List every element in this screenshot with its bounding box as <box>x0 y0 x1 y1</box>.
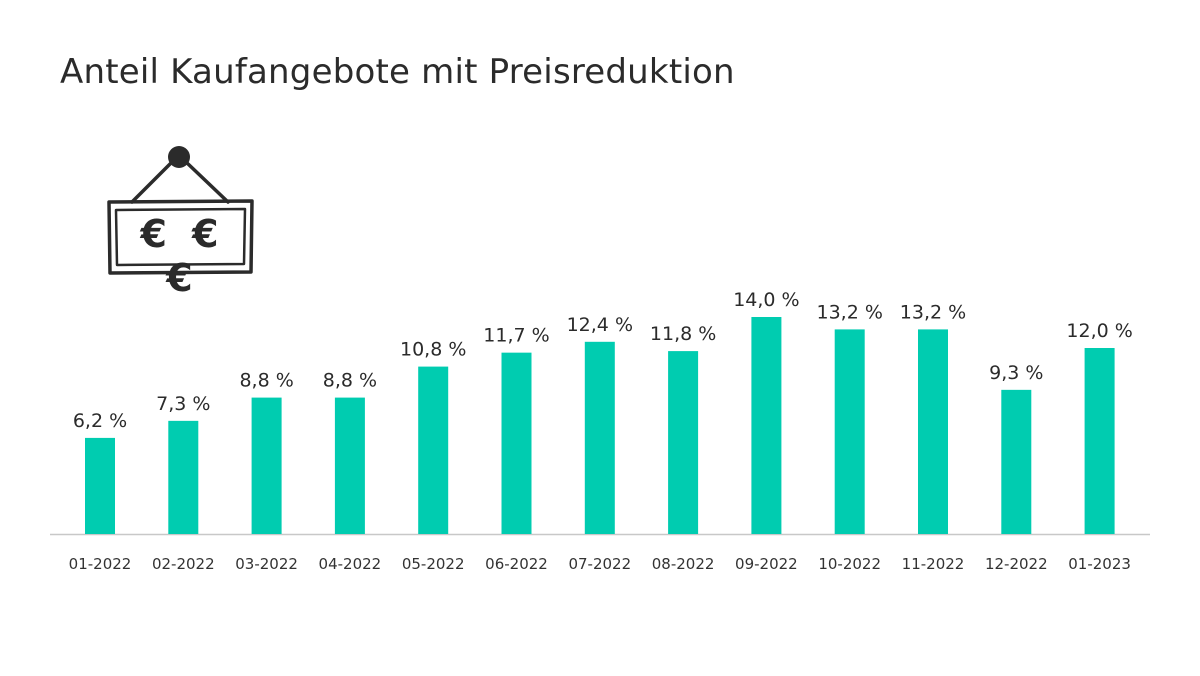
x-tick-label-11-2022: 11-2022 <box>902 555 965 573</box>
data-label-08-2022: 11,8 % <box>650 323 716 345</box>
data-label-01-2022: 6,2 % <box>73 410 127 432</box>
chart-title: Anteil Kaufangebote mit Preisreduktion <box>60 52 735 92</box>
x-tick-label-07-2022: 07-2022 <box>568 555 631 573</box>
bar-11-2022 <box>918 329 948 534</box>
x-tick-label-04-2022: 04-2022 <box>319 555 382 573</box>
bar-12-2022 <box>1001 389 1032 534</box>
bar-09-2022 <box>751 317 782 534</box>
bar-01-2023 <box>1084 348 1115 534</box>
bar-02-2022 <box>168 420 199 534</box>
bar-05-2022 <box>418 366 449 534</box>
bar-10-2022 <box>834 329 865 534</box>
bar-01-2022 <box>85 437 115 534</box>
bar-04-2022 <box>334 397 365 534</box>
bar-03-2022 <box>251 397 282 534</box>
data-label-03-2022: 8,8 % <box>239 370 293 392</box>
x-tick-label-10-2022: 10-2022 <box>818 555 881 573</box>
bar-07-2022 <box>584 341 615 534</box>
x-tick-label-08-2022: 08-2022 <box>652 555 715 573</box>
data-label-11-2022: 13,2 % <box>900 301 966 323</box>
x-tick-label-12-2022: 12-2022 <box>985 555 1048 573</box>
bar-06-2022 <box>501 352 532 534</box>
x-tick-label-05-2022: 05-2022 <box>402 555 465 573</box>
data-label-04-2022: 8,8 % <box>323 370 377 392</box>
sign-euro-text: € € € <box>140 212 225 300</box>
x-tick-label-02-2022: 02-2022 <box>152 555 215 573</box>
data-label-12-2022: 9,3 % <box>989 362 1043 384</box>
x-tick-label-01-2023: 01-2023 <box>1068 555 1131 573</box>
data-label-05-2022: 10,8 % <box>400 339 466 361</box>
data-label-02-2022: 7,3 % <box>156 393 210 415</box>
bar-08-2022 <box>668 351 699 534</box>
x-tick-label-09-2022: 09-2022 <box>735 555 798 573</box>
data-label-01-2023: 12,0 % <box>1066 320 1132 342</box>
data-label-07-2022: 12,4 % <box>567 314 633 336</box>
data-label-06-2022: 11,7 % <box>483 325 549 347</box>
data-label-09-2022: 14,0 % <box>733 289 799 311</box>
x-tick-label-03-2022: 03-2022 <box>235 555 298 573</box>
x-tick-label-01-2022: 01-2022 <box>69 555 132 573</box>
price-sign-icon <box>107 146 254 275</box>
x-tick-label-06-2022: 06-2022 <box>485 555 548 573</box>
data-label-10-2022: 13,2 % <box>816 301 882 323</box>
